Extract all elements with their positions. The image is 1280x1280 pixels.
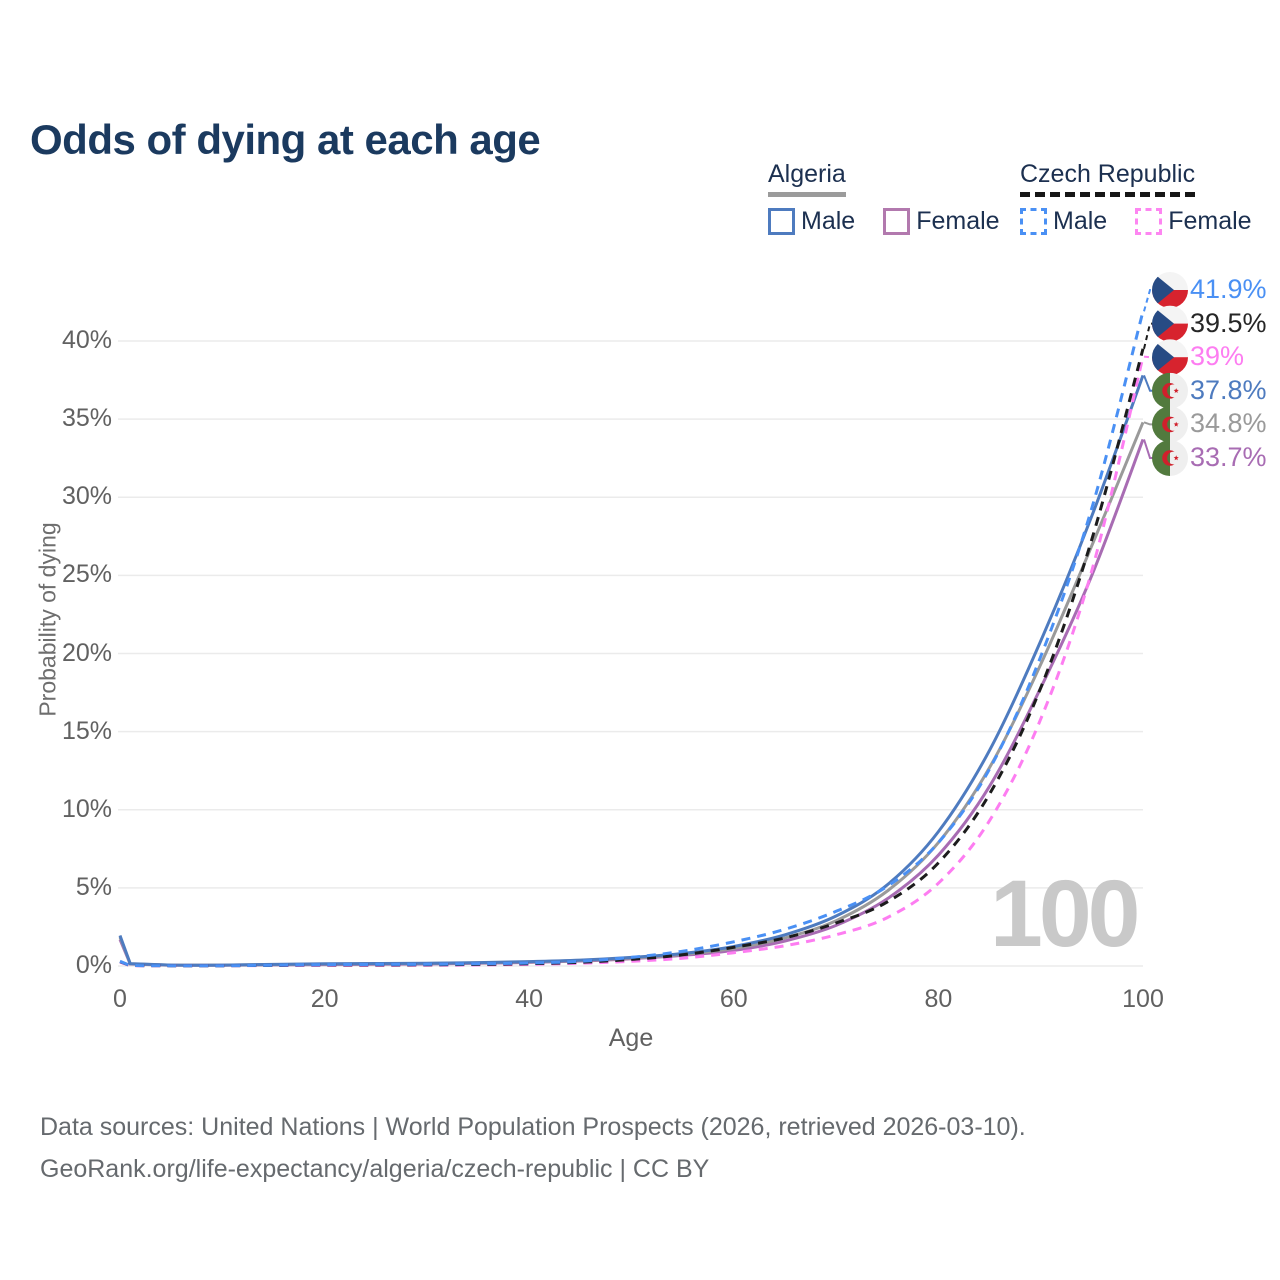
x-tick-label: 20 bbox=[310, 985, 339, 1013]
legend-item-algeria-female[interactable]: Female bbox=[883, 207, 1000, 236]
end-label-connector-algeria-female bbox=[1143, 439, 1153, 459]
algeria-flag-icon bbox=[1152, 372, 1188, 409]
legend-item-label: Female bbox=[1168, 207, 1252, 235]
legend-swatch-icon bbox=[1135, 208, 1163, 235]
y-tick-label: 0% bbox=[75, 951, 112, 979]
czech-republic-flag-icon bbox=[1152, 339, 1188, 376]
y-tick-label: 25% bbox=[61, 560, 112, 589]
czech-republic-flag-icon bbox=[1152, 305, 1188, 342]
end-label-algeria-female: 33.7% bbox=[1190, 442, 1267, 472]
y-tick-label: 5% bbox=[75, 872, 112, 901]
end-label-connector-algeria-total bbox=[1143, 421, 1153, 426]
legend-country-title[interactable]: Czech Republic bbox=[1020, 160, 1196, 197]
footer: Data sources: United Nations | World Pop… bbox=[40, 1106, 1026, 1190]
x-axis-title: Age bbox=[608, 1024, 654, 1052]
age-watermark: 100 bbox=[990, 861, 1141, 967]
end-label-connector-czech-female bbox=[1143, 355, 1153, 359]
x-tick-label: 80 bbox=[924, 985, 953, 1013]
page-title: Odds of dying at each age bbox=[30, 116, 541, 164]
y-tick-label: 35% bbox=[61, 404, 112, 433]
legend-swatch-icon bbox=[768, 208, 795, 235]
x-tick-label: 40 bbox=[515, 985, 544, 1013]
y-tick-label: 20% bbox=[61, 638, 112, 667]
legend-items-row: Male Female bbox=[768, 207, 1000, 236]
end-label-connector-czech-total bbox=[1143, 322, 1153, 350]
legend-country-title[interactable]: Algeria bbox=[768, 160, 846, 197]
legend-item-label: Male bbox=[1053, 207, 1108, 235]
end-label-czech-female: 39% bbox=[1190, 341, 1245, 372]
footer-datasource-line: Data sources: United Nations | World Pop… bbox=[40, 1113, 1026, 1141]
legend-item-label: Female bbox=[916, 207, 1000, 235]
algeria-flag-icon bbox=[1152, 440, 1188, 476]
legend-group-czech-republic: Czech Republic Male Female bbox=[1020, 160, 1252, 236]
legend-item-czech-republic-female[interactable]: Female bbox=[1135, 207, 1252, 236]
series-line-czech-male[interactable] bbox=[119, 310, 1145, 968]
end-label-algeria-male: 37.8% bbox=[1190, 374, 1267, 405]
legend-swatch-icon bbox=[883, 208, 911, 235]
x-tick-label: 60 bbox=[719, 985, 748, 1013]
legend-item-algeria-male[interactable]: Male bbox=[768, 207, 855, 236]
algeria-flag-icon bbox=[1152, 406, 1188, 443]
y-tick-label: 10% bbox=[61, 794, 112, 823]
legend-item-czech-republic-male[interactable]: Male bbox=[1020, 207, 1107, 236]
footer-license-line: GeoRank.org/life-expectancy/algeria/czec… bbox=[40, 1155, 710, 1183]
x-tick-label: 0 bbox=[113, 985, 127, 1013]
y-tick-label: 40% bbox=[61, 326, 112, 354]
legend-group-algeria: Algeria Male Female bbox=[768, 160, 1000, 236]
legend-item-label: Male bbox=[801, 207, 856, 235]
end-label-czech-male: 41.9% bbox=[1190, 274, 1267, 304]
series-line-czech-total[interactable] bbox=[119, 348, 1145, 968]
y-tick-label: 30% bbox=[61, 482, 112, 511]
end-label-connector-algeria-male bbox=[1143, 375, 1153, 392]
legend-swatch-icon bbox=[1020, 208, 1047, 235]
series-line-czech-female[interactable] bbox=[119, 356, 1145, 968]
end-label-connector-czech-male bbox=[1143, 289, 1153, 312]
x-tick-label: 100 bbox=[1122, 985, 1164, 1013]
czech-republic-flag-icon bbox=[1152, 272, 1188, 308]
y-tick-label: 15% bbox=[61, 716, 112, 745]
end-label-algeria-total: 34.8% bbox=[1190, 408, 1267, 439]
end-label-czech-total: 39.5% bbox=[1190, 307, 1267, 338]
legend-items-row: Male Female bbox=[1020, 207, 1252, 236]
y-axis-title: Probability of dying bbox=[34, 522, 61, 717]
